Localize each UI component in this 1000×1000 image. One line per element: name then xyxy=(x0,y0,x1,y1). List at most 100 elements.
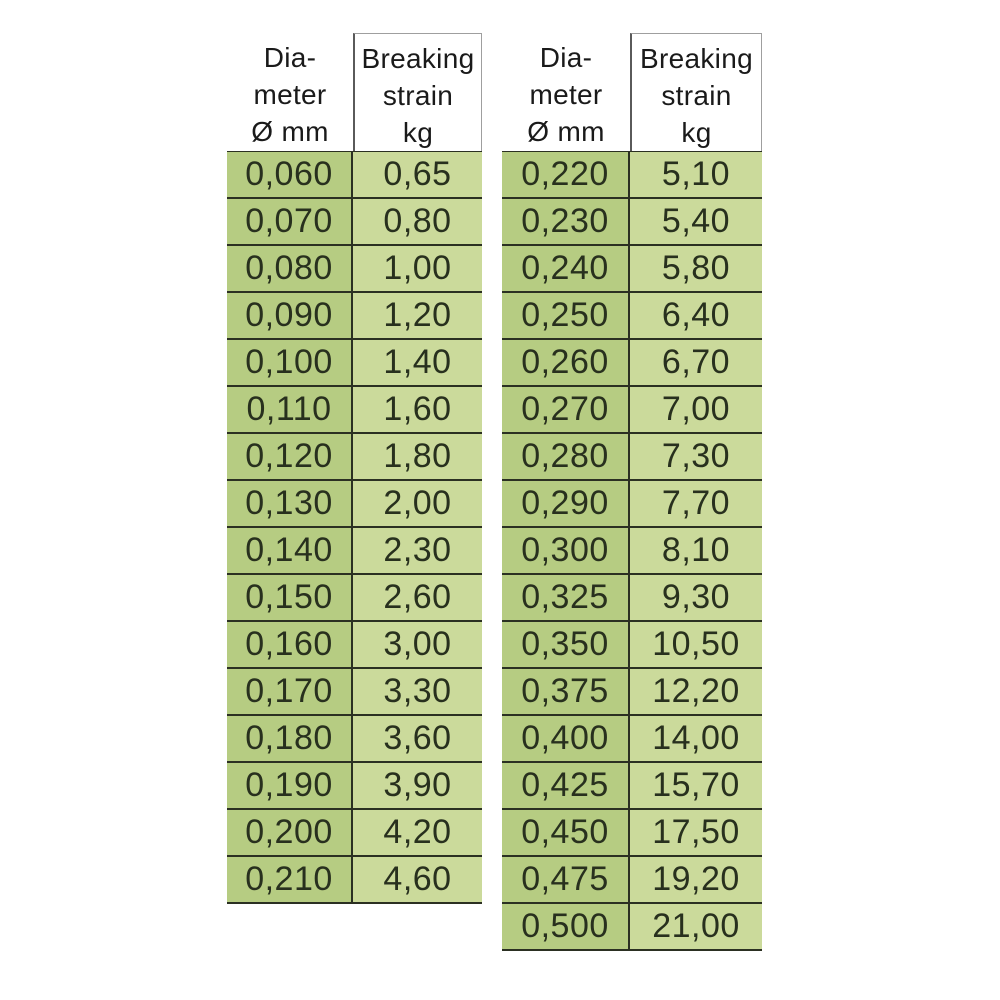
diameter-cell: 0,220 xyxy=(502,152,630,197)
breaking-strain-cell: 1,40 xyxy=(353,340,482,385)
breaking-strain-cell: 5,40 xyxy=(630,199,762,244)
breaking-strain-cell: 7,70 xyxy=(630,481,762,526)
breaking-strain-cell: 15,70 xyxy=(630,763,762,808)
breaking-strain-cell: 10,50 xyxy=(630,622,762,667)
diameter-cell: 0,325 xyxy=(502,575,630,620)
breaking-strain-cell: 4,60 xyxy=(353,857,482,902)
diameter-cell: 0,260 xyxy=(502,340,630,385)
diameter-cell: 0,375 xyxy=(502,669,630,714)
breaking-strain-cell: 2,30 xyxy=(353,528,482,573)
diameter-cell: 0,100 xyxy=(227,340,353,385)
diameter-cell: 0,070 xyxy=(227,199,353,244)
table-row: 0,260 6,70 xyxy=(502,340,762,387)
table-row: 0,060 0,65 xyxy=(227,152,482,199)
diameter-cell: 0,170 xyxy=(227,669,353,714)
diameter-cell: 0,290 xyxy=(502,481,630,526)
breaking-strain-cell: 3,30 xyxy=(353,669,482,714)
table-row: 0,130 2,00 xyxy=(227,481,482,528)
diameter-column-header: Dia- meter Ø mm xyxy=(227,33,353,151)
table-row: 0,230 5,40 xyxy=(502,199,762,246)
diameter-column-header: Dia- meter Ø mm xyxy=(502,33,630,151)
breaking-strain-cell: 3,60 xyxy=(353,716,482,761)
table-row: 0,270 7,00 xyxy=(502,387,762,434)
table-row: 0,100 1,40 xyxy=(227,340,482,387)
breaking-strain-cell: 3,90 xyxy=(353,763,482,808)
diameter-cell: 0,230 xyxy=(502,199,630,244)
table-row: 0,150 2,60 xyxy=(227,575,482,622)
breaking-strain-cell: 6,70 xyxy=(630,340,762,385)
table-right: Dia- meter Ø mm Breaking strain kg 0,220… xyxy=(502,33,762,951)
breaking-strain-cell: 2,60 xyxy=(353,575,482,620)
table-row: 0,250 6,40 xyxy=(502,293,762,340)
table-row: 0,080 1,00 xyxy=(227,246,482,293)
table-row: 0,210 4,60 xyxy=(227,857,482,904)
table-row: 0,110 1,60 xyxy=(227,387,482,434)
table-row: 0,070 0,80 xyxy=(227,199,482,246)
diameter-cell: 0,180 xyxy=(227,716,353,761)
breaking-strain-cell: 5,80 xyxy=(630,246,762,291)
table-row: 0,500 21,00 xyxy=(502,904,762,951)
breaking-strain-cell: 12,20 xyxy=(630,669,762,714)
breaking-strain-cell: 17,50 xyxy=(630,810,762,855)
table-left-header-row: Dia- meter Ø mm Breaking strain kg xyxy=(227,33,482,151)
table-row: 0,325 9,30 xyxy=(502,575,762,622)
breaking-strain-cell: 4,20 xyxy=(353,810,482,855)
table-right-header-row: Dia- meter Ø mm Breaking strain kg xyxy=(502,33,762,151)
table-row: 0,425 15,70 xyxy=(502,763,762,810)
table-left: Dia- meter Ø mm Breaking strain kg 0,060… xyxy=(227,33,482,904)
table-row: 0,450 17,50 xyxy=(502,810,762,857)
diameter-cell: 0,090 xyxy=(227,293,353,338)
breaking-strain-cell: 3,00 xyxy=(353,622,482,667)
table-right-body: 0,220 5,10 0,230 5,40 0,240 5,80 0,250 6,40 0,26… xyxy=(502,150,762,951)
breaking-strain-cell: 5,10 xyxy=(630,152,762,197)
diameter-cell: 0,250 xyxy=(502,293,630,338)
breaking-strain-cell: 7,00 xyxy=(630,387,762,432)
diameter-cell: 0,160 xyxy=(227,622,353,667)
breaking-strain-cell: 2,00 xyxy=(353,481,482,526)
diameter-cell: 0,200 xyxy=(227,810,353,855)
table-row: 0,090 1,20 xyxy=(227,293,482,340)
diameter-cell: 0,270 xyxy=(502,387,630,432)
table-row: 0,240 5,80 xyxy=(502,246,762,293)
table-row: 0,350 10,50 xyxy=(502,622,762,669)
breaking-strain-cell: 6,40 xyxy=(630,293,762,338)
table-left-body: 0,060 0,65 0,070 0,80 0,080 1,00 0,090 1,20 0,10… xyxy=(227,150,482,904)
breaking-strain-cell: 0,80 xyxy=(353,199,482,244)
table-row: 0,200 4,20 xyxy=(227,810,482,857)
breaking-strain-cell: 21,00 xyxy=(630,904,762,949)
diameter-cell: 0,280 xyxy=(502,434,630,479)
table-row: 0,375 12,20 xyxy=(502,669,762,716)
table-row: 0,120 1,80 xyxy=(227,434,482,481)
table-row: 0,400 14,00 xyxy=(502,716,762,763)
diameter-cell: 0,240 xyxy=(502,246,630,291)
breaking-strain-column-header: Breaking strain kg xyxy=(353,33,482,151)
diameter-cell: 0,120 xyxy=(227,434,353,479)
table-row: 0,300 8,10 xyxy=(502,528,762,575)
diameter-cell: 0,060 xyxy=(227,152,353,197)
breaking-strain-cell: 7,30 xyxy=(630,434,762,479)
table-row: 0,290 7,70 xyxy=(502,481,762,528)
diameter-cell: 0,080 xyxy=(227,246,353,291)
breaking-strain-cell: 19,20 xyxy=(630,857,762,902)
diameter-cell: 0,110 xyxy=(227,387,353,432)
breaking-strain-cell: 1,00 xyxy=(353,246,482,291)
breaking-strain-column-header: Breaking strain kg xyxy=(630,33,762,151)
table-row: 0,160 3,00 xyxy=(227,622,482,669)
breaking-strain-cell: 1,60 xyxy=(353,387,482,432)
table-row: 0,140 2,30 xyxy=(227,528,482,575)
breaking-strain-cell: 1,20 xyxy=(353,293,482,338)
table-row: 0,220 5,10 xyxy=(502,152,762,199)
breaking-strain-cell: 0,65 xyxy=(353,152,482,197)
breaking-strain-cell: 1,80 xyxy=(353,434,482,479)
table-row: 0,170 3,30 xyxy=(227,669,482,716)
breaking-strain-cell: 14,00 xyxy=(630,716,762,761)
diameter-cell: 0,140 xyxy=(227,528,353,573)
table-row: 0,190 3,90 xyxy=(227,763,482,810)
diameter-cell: 0,500 xyxy=(502,904,630,949)
breaking-strain-cell: 9,30 xyxy=(630,575,762,620)
diameter-cell: 0,210 xyxy=(227,857,353,902)
diameter-cell: 0,130 xyxy=(227,481,353,526)
diameter-cell: 0,350 xyxy=(502,622,630,667)
diameter-cell: 0,425 xyxy=(502,763,630,808)
